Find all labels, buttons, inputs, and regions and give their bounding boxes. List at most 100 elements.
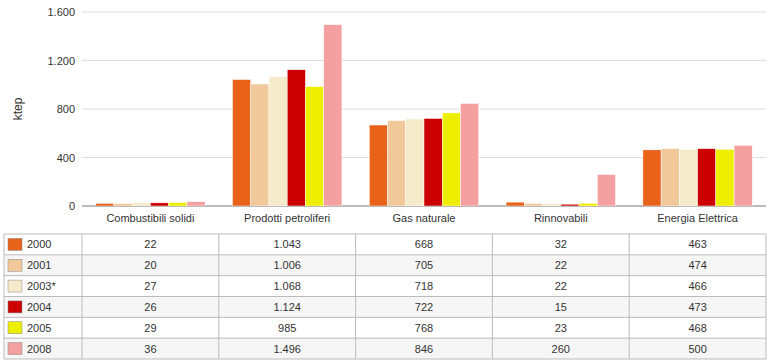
table-value: 846: [415, 343, 433, 355]
bar: [132, 203, 150, 206]
legend-table: 2000221.043668324632001201.0067052247420…: [4, 234, 766, 359]
grid-line: [82, 60, 766, 61]
table-value: 23: [555, 322, 567, 334]
table-rule: [766, 234, 767, 359]
legend-label: 2003*: [27, 280, 56, 292]
bar: [388, 121, 406, 206]
grid: [82, 12, 766, 206]
bar: [579, 203, 597, 206]
table-value: 768: [415, 322, 433, 334]
chart: 0 400 800 1.200 1.600 ktep Combustibili solidi…: [0, 0, 776, 363]
table-value: 1.496: [273, 343, 301, 355]
bar: [169, 202, 187, 206]
x-tick-label: Combustibili solidi: [106, 212, 194, 224]
bar: [543, 203, 561, 206]
y-tick-label: 800: [57, 103, 75, 115]
table-value: 260: [552, 343, 570, 355]
bar: [460, 103, 478, 206]
bar: [232, 80, 250, 206]
bar: [506, 202, 524, 206]
y-tick-label: 1.600: [47, 6, 75, 18]
bar: [287, 70, 305, 206]
bar: [661, 149, 679, 206]
table-value: 463: [688, 238, 706, 250]
legend-label: 2001: [27, 259, 51, 271]
table-value: 26: [144, 301, 156, 313]
bars: [96, 25, 753, 206]
table-value: 22: [555, 259, 567, 271]
bar: [114, 204, 132, 206]
bar: [96, 203, 114, 206]
table-value: 718: [415, 280, 433, 292]
table-value: 1.124: [273, 301, 301, 313]
legend-swatch: [8, 280, 22, 292]
table-value: 500: [688, 343, 706, 355]
table-value: 36: [144, 343, 156, 355]
legend-swatch: [8, 238, 22, 250]
table-rule: [218, 234, 219, 359]
legend-label: 2000: [27, 238, 51, 250]
table-value: 29: [144, 322, 156, 334]
legend-swatch: [8, 322, 22, 334]
table-value: 705: [415, 259, 433, 271]
table-rule: [4, 234, 5, 359]
legend-swatch: [8, 343, 22, 355]
table-value: 22: [144, 238, 156, 250]
bar: [150, 203, 168, 206]
bar: [369, 125, 387, 206]
x-tick-label: Gas naturale: [393, 212, 456, 224]
bar: [324, 25, 342, 206]
table-value: 474: [688, 259, 706, 271]
table-value: 1.006: [273, 259, 301, 271]
bar: [187, 202, 205, 206]
bar: [305, 87, 323, 206]
bar: [269, 77, 287, 206]
bar: [597, 174, 615, 206]
bar: [406, 119, 424, 206]
table-rule: [4, 296, 766, 297]
table-rule: [4, 359, 766, 360]
bar: [561, 204, 579, 206]
x-tick-label: Prodotti petroliferi: [244, 212, 330, 224]
bar: [679, 149, 697, 206]
y-axis-label: ktep: [11, 97, 25, 120]
grid-line: [82, 12, 766, 13]
table-value: 15: [555, 301, 567, 313]
table-value: 1.068: [273, 280, 301, 292]
legend-swatch: [8, 301, 22, 313]
bar: [524, 203, 542, 206]
table-value: 27: [144, 280, 156, 292]
table-value: 468: [688, 322, 706, 334]
x-tick-label: Rinnovabili: [534, 212, 588, 224]
bar: [424, 118, 442, 206]
axes: 0 400 800 1.200 1.600 ktep Combustibili solidi…: [11, 6, 766, 224]
table-value: 473: [688, 301, 706, 313]
bar: [716, 149, 734, 206]
bar: [251, 84, 269, 206]
table-rule: [355, 234, 356, 359]
bar: [643, 150, 661, 206]
legend-label: 2004: [27, 301, 51, 313]
bar: [734, 145, 752, 206]
table-row-bg: [4, 297, 766, 318]
table-rule: [4, 275, 766, 276]
grid-line: [82, 109, 766, 110]
table-rule: [492, 234, 493, 359]
table-value: 32: [555, 238, 567, 250]
table-row-bg: [4, 255, 766, 276]
table-value: 20: [144, 259, 156, 271]
y-tick-label: 0: [69, 200, 75, 212]
y-tick-label: 400: [57, 152, 75, 164]
table-rule: [629, 234, 630, 359]
table-value: 668: [415, 238, 433, 250]
table-rule: [4, 254, 766, 255]
table-value: 985: [278, 322, 296, 334]
table-value: 22: [555, 280, 567, 292]
legend-label: 2005: [27, 322, 51, 334]
table-rule: [4, 317, 766, 318]
table-rule: [82, 234, 83, 359]
y-tick-label: 1.200: [47, 55, 75, 67]
bar: [442, 113, 460, 206]
legend-label: 2008: [27, 343, 51, 355]
x-tick-label: Energia Elettrica: [657, 212, 739, 224]
